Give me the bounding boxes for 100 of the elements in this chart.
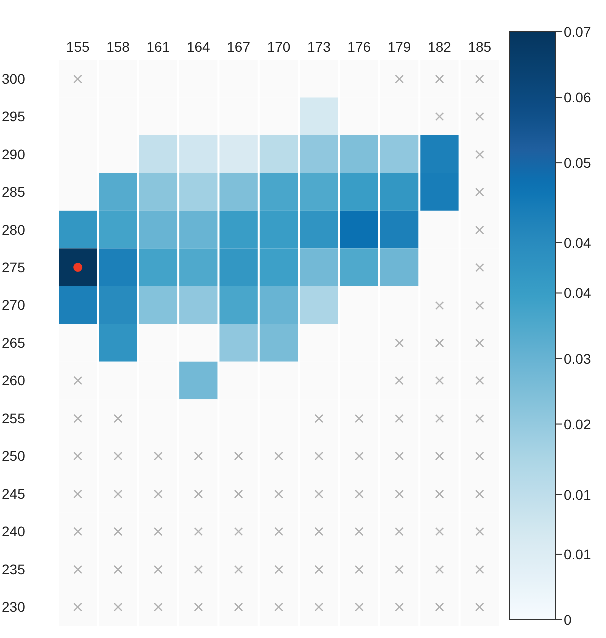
text: × <box>433 522 446 541</box>
text: × <box>232 598 246 616</box>
y-tick-label: 245 <box>2 486 26 502</box>
x-tick-label: 164 <box>186 39 211 55</box>
text: × <box>433 447 446 466</box>
color-bar-label: 0.03 <box>564 350 592 367</box>
text: × <box>72 70 84 88</box>
y-tick-label: 300 <box>2 70 26 87</box>
y-tick-label: 240 <box>2 524 26 540</box>
text: × <box>393 334 406 352</box>
text: × <box>192 560 205 578</box>
x-tick-label: 161 <box>146 39 170 55</box>
y-tick-label: 255 <box>2 410 26 426</box>
y-tick-label: 275 <box>2 260 26 276</box>
text: × <box>474 220 486 239</box>
x-tick-label: 176 <box>348 39 372 55</box>
text: × <box>72 522 84 541</box>
color-bar-label: 0.07 <box>564 24 592 40</box>
x-tick-label: 167 <box>227 39 251 55</box>
text: × <box>393 522 406 541</box>
x-tick-label: 182 <box>428 39 452 55</box>
text: × <box>312 409 326 428</box>
text: × <box>112 409 125 428</box>
x-tick-label: 179 <box>388 39 412 55</box>
text: × <box>353 409 366 428</box>
text: × <box>72 560 84 578</box>
text: × <box>112 447 125 466</box>
text: × <box>393 598 406 616</box>
x-tick-label: 185 <box>468 39 492 55</box>
text: × <box>433 296 446 314</box>
text: × <box>474 296 486 314</box>
text: × <box>232 447 246 466</box>
color-bar-label: 0.06 <box>564 90 592 106</box>
text: × <box>152 484 165 503</box>
text: × <box>312 484 326 503</box>
y-tick-label: 295 <box>2 108 26 125</box>
text: × <box>393 560 406 578</box>
text: × <box>393 447 406 466</box>
text: × <box>232 560 246 578</box>
y-tick-label: 230 <box>2 599 26 616</box>
text: × <box>312 522 326 541</box>
text: × <box>152 560 165 578</box>
text: × <box>232 522 246 541</box>
y-tick-label: 235 <box>2 561 26 578</box>
text: × <box>433 484 446 503</box>
text: × <box>232 484 246 503</box>
text: × <box>152 522 165 541</box>
text: × <box>393 70 406 88</box>
y-tick-label: 250 <box>2 448 26 464</box>
text: × <box>152 598 165 616</box>
text: × <box>433 560 446 578</box>
text: × <box>353 560 366 578</box>
x-tick-label: 155 <box>66 39 90 55</box>
text: × <box>433 334 446 352</box>
text: × <box>393 409 406 428</box>
text: × <box>312 598 326 616</box>
color-bar-label: 0.04 <box>564 285 592 302</box>
text: × <box>72 447 84 466</box>
text: × <box>272 560 286 578</box>
y-tick-label: 265 <box>2 334 26 351</box>
text: × <box>272 598 286 616</box>
text: × <box>72 409 84 428</box>
text: × <box>474 258 486 277</box>
text: × <box>474 598 486 616</box>
text: × <box>474 409 486 428</box>
text: × <box>433 409 446 428</box>
text: × <box>152 447 165 466</box>
text: × <box>474 334 486 352</box>
text: × <box>433 70 446 88</box>
y-tick-label: 260 <box>2 372 26 389</box>
text: × <box>192 522 205 541</box>
text: × <box>192 598 205 616</box>
text: × <box>272 522 286 541</box>
text: × <box>474 108 486 126</box>
text: × <box>474 183 486 202</box>
text: × <box>353 484 366 503</box>
text: × <box>72 598 84 616</box>
color-bar-label: 0.01 <box>564 486 592 503</box>
y-tick-label: 285 <box>2 184 26 200</box>
text: × <box>72 372 84 390</box>
x-tick-label: 173 <box>308 39 332 55</box>
color-bar-label: 0.05 <box>564 155 592 172</box>
color-bar-label: 0 <box>564 612 572 628</box>
color-bar-label: 0.04 <box>564 234 592 251</box>
text: × <box>312 447 326 466</box>
text: × <box>433 372 446 390</box>
text: × <box>272 484 286 503</box>
text: × <box>112 484 125 503</box>
text: × <box>474 484 486 503</box>
y-tick-label: 290 <box>2 146 26 162</box>
text: × <box>393 484 406 503</box>
text: × <box>474 447 486 466</box>
text: × <box>353 447 366 466</box>
text: × <box>433 598 446 616</box>
text: × <box>72 484 84 503</box>
text: × <box>474 145 486 164</box>
text: × <box>474 560 486 578</box>
text: × <box>393 372 406 390</box>
text: × <box>192 447 205 466</box>
text: × <box>272 447 286 466</box>
